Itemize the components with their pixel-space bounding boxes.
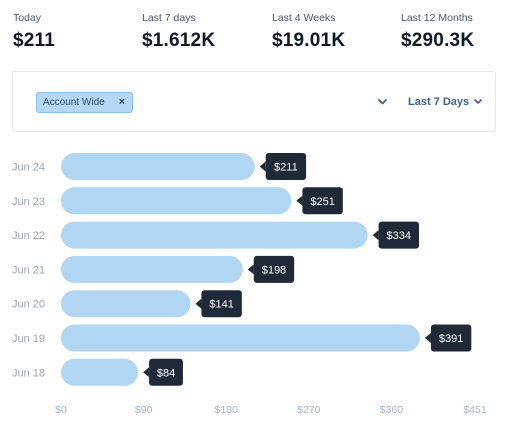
value-label-box	[253, 255, 295, 283]
stat-today: Today $211	[13, 12, 55, 52]
category-label: Jun 23	[12, 196, 45, 208]
stat-value: $19.01K	[272, 30, 346, 51]
stat-value: $1.612K	[142, 30, 216, 51]
stat-label: Last 12 Months	[401, 12, 473, 24]
chevron-down-icon	[377, 99, 387, 105]
value-label-pointer	[296, 195, 303, 206]
value-label-box	[378, 221, 419, 249]
stat-last-7-days: Last 7 days $1.612K	[142, 12, 215, 52]
value-label-pointer	[424, 333, 431, 343]
value-label-box	[430, 324, 472, 352]
value-label-pointer	[195, 298, 202, 309]
chevron-down-icon	[474, 99, 483, 105]
x-tick-label: $451	[463, 404, 487, 416]
value-label: $84	[157, 367, 175, 379]
x-tick-label: $270	[297, 404, 321, 416]
category-label: Jun 19	[12, 333, 45, 345]
value-label: $334	[387, 230, 411, 242]
category-label: Jun 21	[12, 264, 45, 276]
stat-value: $290.3K	[401, 30, 475, 51]
bar	[61, 324, 420, 352]
value-label: $198	[262, 264, 286, 276]
stat-last-4-weeks: Last 4 Weeks $19.01K	[272, 12, 345, 52]
value-label: $251	[310, 196, 334, 208]
x-tick-label: $180	[215, 404, 239, 416]
value-label-pointer	[143, 367, 150, 378]
stats-summary: Today $211 Last 7 days $1.612K Last 4 We…	[13, 12, 499, 56]
value-label-pointer	[259, 161, 266, 172]
value-label: $211	[274, 162, 298, 174]
x-tick-label: $0	[55, 404, 67, 416]
category-label: Jun 22	[12, 230, 45, 242]
bar	[61, 187, 292, 215]
value-label-pointer	[247, 264, 254, 275]
value-label-box	[149, 358, 183, 386]
bar	[61, 358, 139, 386]
stat-label: Last 4 Weeks	[272, 12, 336, 24]
close-icon[interactable]: ×	[118, 96, 126, 108]
category-label: Jun 20	[12, 299, 45, 311]
category-label: Jun 24	[12, 162, 45, 174]
value-label-box	[302, 187, 343, 215]
value-label: $141	[209, 299, 233, 311]
value-label-box	[265, 153, 307, 180]
filter-panel: Account Wide × Last 7 Days	[12, 71, 496, 132]
stat-last-12-months: Last 12 Months $290.3K	[401, 12, 474, 52]
bar	[61, 153, 255, 180]
stat-value: $211	[13, 30, 56, 51]
stat-label: Today	[13, 12, 42, 24]
scope-dropdown-toggle[interactable]	[375, 94, 389, 110]
date-range-label: Last 7 Days	[408, 96, 470, 108]
x-tick-label: $90	[135, 404, 153, 416]
value-label-pointer	[372, 230, 379, 241]
account-wide-tag[interactable]: Account Wide ×	[36, 92, 134, 113]
x-tick-label: $360	[380, 404, 404, 416]
bar	[61, 290, 191, 318]
tag-label: Account Wide	[43, 97, 105, 108]
bar	[61, 255, 243, 283]
daily-revenue-chart: Jun 24 $211 Jun 23 $251 Jun 22 $334 Jun 21 $198…	[12, 153, 487, 416]
value-label-box	[201, 290, 242, 318]
category-label: Jun 18	[12, 367, 45, 379]
bar	[61, 221, 368, 249]
value-label: $391	[439, 333, 463, 345]
stat-label: Last 7 days	[142, 12, 196, 24]
date-range-select[interactable]: Last 7 Days	[408, 93, 483, 111]
